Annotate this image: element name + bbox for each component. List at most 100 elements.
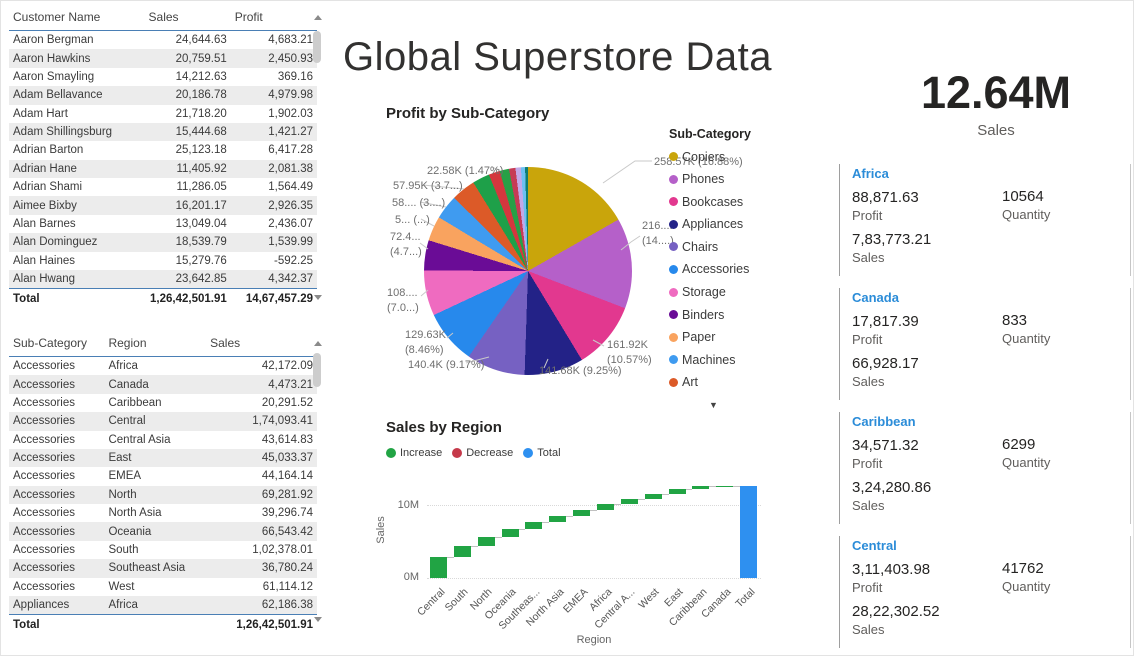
quantity-label: Quantity (1002, 207, 1051, 222)
table-row[interactable]: Accessories Oceania 66,543.42 (9, 522, 317, 541)
legend-item-appliances[interactable]: Appliances (669, 217, 751, 232)
card-canada[interactable]: Canada 17,817.39 Profit 833 Quantity 66,… (839, 288, 1131, 400)
table-row[interactable]: Appliances Africa 62,186.38 (9, 595, 317, 615)
col-sales[interactable]: Sales (210, 336, 241, 350)
table-row[interactable]: Accessories Central Asia 43,614.83 (13, 433, 313, 446)
table-row[interactable]: Accessories Southeast Asia 36,780.24 (9, 559, 317, 578)
pie-chart-visual: Profit by Sub-Category 258.57K (16.88%) 2… (341, 97, 791, 419)
table-row[interactable]: Adam Bellavance 20,186.78 4,979.98 (9, 86, 317, 105)
col-customer-name[interactable]: Customer Name (13, 10, 101, 24)
table-row[interactable]: Accessories North Asia 39,296.74 (13, 507, 313, 520)
subcategory-table-header[interactable]: Sub-Category Region Sales (9, 331, 317, 357)
table-row[interactable]: Alan Hwang 23,642.85 4,342.37 (9, 269, 317, 289)
waterfall-bar-south[interactable] (453, 545, 471, 558)
table-row[interactable]: Accessories EMEA 44,164.14 (13, 470, 313, 483)
waterfall-connector (470, 545, 478, 547)
waterfall-bar-caribbean[interactable] (692, 486, 710, 489)
legend-item-bookcases[interactable]: Bookcases (669, 194, 751, 209)
table-row[interactable]: Accessories South 1,02,378.01 (13, 543, 313, 556)
table-row[interactable]: Aaron Hawkins 20,759.51 2,450.93 (9, 49, 317, 68)
table-row[interactable]: Accessories North 69,281.92 (9, 485, 317, 504)
col-region[interactable]: Region (108, 336, 147, 350)
table-row[interactable]: Alan Barnes 13,049.04 2,436.07 (13, 217, 313, 230)
scroll-up-icon[interactable] (314, 341, 322, 346)
scroll-down-icon[interactable] (314, 617, 322, 622)
table-row[interactable]: Adrian Shami 11,286.05 1,564.49 (13, 181, 313, 194)
legend-item-paper[interactable]: Paper (669, 330, 751, 345)
sales-label: Sales (852, 622, 885, 637)
waterfall-bar-central-a-[interactable] (620, 498, 638, 505)
card-region-name: Caribbean (852, 414, 916, 429)
customer-table-header[interactable]: Customer Name Sales Profit (9, 5, 317, 31)
legend-color-dot (669, 377, 678, 387)
card-africa[interactable]: Africa 88,871.63 Profit 10564 Quantity 7… (839, 164, 1131, 276)
table-row[interactable]: Alan Haines 15,279.76 -592.25 (13, 254, 313, 267)
legend-item-copiers[interactable]: Copiers (669, 149, 751, 164)
table-row[interactable]: Aaron Smayling 14,212.63 369.16 (13, 70, 313, 83)
subcategory-table-scrollbar[interactable] (310, 337, 326, 629)
pie-chart[interactable] (424, 167, 632, 375)
table-row[interactable]: Alan Dominguez 18,539.79 1,539.99 (9, 233, 317, 252)
chevron-down-icon[interactable]: ▼ (709, 400, 718, 410)
card-caribbean[interactable]: Caribbean 34,571.32 Profit 6299 Quantity… (839, 412, 1131, 524)
waterfall-bar-africa[interactable] (597, 504, 614, 511)
col-subcategory[interactable]: Sub-Category (13, 336, 88, 350)
waterfall-bar-central[interactable] (430, 557, 447, 578)
scroll-up-icon[interactable] (314, 15, 322, 20)
waterfall-bar-total[interactable] (740, 485, 758, 578)
table-row[interactable]: Adrian Hane 11,405.92 2,081.38 (9, 159, 317, 178)
table-row[interactable]: Accessories West 61,114.12 (13, 580, 313, 593)
customer-table: Customer Name Sales Profit Aaron Bergman… (1, 5, 331, 309)
legend-item-chairs[interactable]: Chairs (669, 239, 751, 254)
region-cards: Africa 88,871.63 Profit 10564 Quantity 7… (839, 164, 1131, 648)
waterfall-bar-west[interactable] (644, 493, 662, 499)
legend-item-machines[interactable]: Machines (669, 352, 751, 367)
legend-item-binders[interactable]: Binders (669, 307, 751, 322)
sales-value: 28,22,302.52 (852, 603, 940, 620)
scrollbar-thumb[interactable] (313, 31, 321, 63)
waterfall-connector (685, 488, 693, 490)
waterfall-bar-oceania[interactable] (501, 528, 519, 537)
legend-item-total[interactable]: Total (523, 445, 561, 460)
sales-kpi-card[interactable]: 12.64M Sales (861, 67, 1131, 139)
total-label: Total (13, 619, 40, 632)
legend-item-increase[interactable]: Increase (386, 445, 442, 460)
legend-item-accessories[interactable]: Accessories (669, 262, 751, 277)
waterfall-bar-canada[interactable] (716, 485, 734, 487)
legend-color-dot (523, 447, 534, 458)
waterfall-bar-southeas-[interactable] (525, 522, 543, 529)
scroll-down-icon[interactable] (314, 295, 322, 300)
legend-item-decrease[interactable]: Decrease (452, 445, 513, 460)
table-row[interactable]: Accessories Caribbean 20,291.52 (13, 396, 313, 409)
card-central[interactable]: Central 3,11,403.98 Profit 41762 Quantit… (839, 536, 1131, 648)
customer-table-scrollbar[interactable] (310, 11, 326, 311)
waterfall-bar-north[interactable] (477, 536, 495, 546)
profit-value: 17,817.39 (852, 313, 919, 330)
profit-label: Profit (852, 580, 883, 595)
table-row[interactable]: Aaron Bergman 24,644.63 4,683.21 (13, 34, 313, 47)
pie-data-label: 141.68K (9.25%) (539, 365, 622, 377)
pie-data-label: 72.4... (4.7...) (390, 231, 422, 258)
legend-item-art[interactable]: Art (669, 375, 751, 390)
waterfall-bar-east[interactable] (668, 488, 686, 494)
table-row[interactable]: Aimee Bixby 16,201.17 2,926.35 (9, 196, 317, 215)
table-row[interactable]: Accessories Central 1,74,093.41 (9, 412, 317, 431)
table-row[interactable]: Adam Hart 21,718.20 1,902.03 (13, 107, 313, 120)
waterfall-bar-north-asia[interactable] (549, 515, 567, 523)
table-row[interactable]: Adrian Barton 25,123.18 6,417.28 (13, 144, 313, 157)
table-row[interactable]: Adam Shillingsburg 15,444.68 1,421.27 (9, 122, 317, 142)
waterfall-y-axis-label: Sales (374, 516, 387, 544)
quantity-value: 10564 (1002, 188, 1044, 205)
table-row[interactable]: Accessories Canada 4,473.21 (9, 375, 317, 394)
quantity-value: 6299 (1002, 436, 1036, 453)
pie-chart-title: Profit by Sub-Category (386, 105, 550, 122)
pie-data-label: 108.... (7.0...) (387, 287, 419, 314)
table-row[interactable]: Accessories East 45,033.37 (9, 448, 317, 468)
waterfall-bar-emea[interactable] (573, 510, 591, 516)
col-profit[interactable]: Profit (234, 10, 263, 24)
scrollbar-thumb[interactable] (313, 353, 321, 387)
table-row[interactable]: Accessories Africa 42,172.09 (13, 360, 313, 373)
col-sales[interactable]: Sales (148, 10, 179, 24)
legend-item-phones[interactable]: Phones (669, 172, 751, 187)
legend-item-storage[interactable]: Storage (669, 285, 751, 300)
